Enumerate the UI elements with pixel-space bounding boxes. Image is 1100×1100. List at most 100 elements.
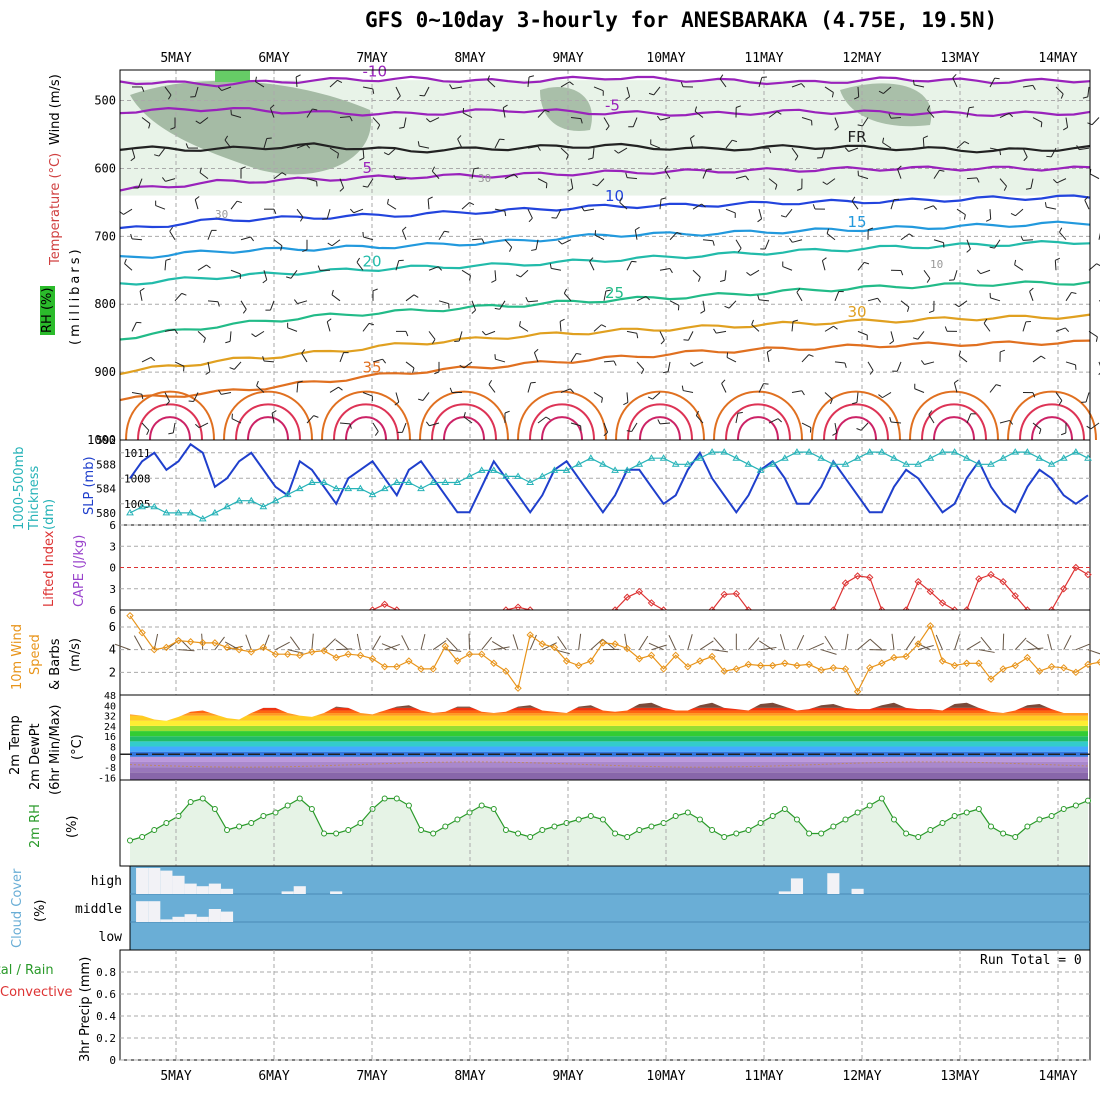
cloud-bar-high: [172, 875, 185, 894]
wind-barb: [297, 300, 308, 305]
wind-barb: [362, 185, 368, 188]
rh-point: [1036, 816, 1043, 823]
wind-barb: [956, 141, 965, 149]
wind-barb: [939, 169, 945, 172]
wind-barb: [584, 208, 595, 212]
wind-barb: [857, 86, 860, 97]
wind-barb: [660, 197, 667, 200]
wind-barb: [580, 118, 583, 124]
rh-point: [757, 820, 764, 826]
wind-barb: [659, 199, 662, 210]
wind-barb: [519, 321, 521, 327]
wind-barb: [1032, 85, 1036, 90]
rh-point: [696, 816, 703, 823]
rh-point: [939, 820, 946, 826]
wind-barb: [923, 205, 934, 210]
cloud-bar-high: [281, 891, 294, 894]
rh-point: [951, 813, 958, 819]
wind-barb: [255, 330, 265, 338]
wind-barb: [240, 236, 251, 241]
thickness-point: [683, 460, 692, 467]
rh-point: [636, 827, 643, 833]
wind-barb: [656, 115, 661, 121]
wind-barb: [372, 117, 381, 126]
wind-barb: [174, 293, 183, 302]
wind-barb: [326, 321, 331, 332]
wind-barb: [131, 391, 142, 395]
wind-barb: [426, 118, 431, 123]
wind-barb: [240, 166, 246, 170]
wind-barb: [1032, 422, 1042, 430]
wind-barb: [471, 238, 483, 241]
wind-barb: [768, 111, 778, 118]
wind-barb: [626, 86, 631, 97]
wind-barb: [831, 92, 834, 98]
wind-barb: [1058, 400, 1063, 406]
wind-barb: [473, 167, 479, 170]
thickness-point: [987, 460, 995, 467]
wind-barb: [834, 422, 838, 433]
thickness-tick-label: 584: [96, 483, 116, 496]
wind-barb: [757, 294, 760, 300]
wind-speed-point: [247, 648, 255, 656]
wind-barb: [593, 392, 603, 399]
wind-barb: [1023, 156, 1028, 162]
wind-barb: [296, 208, 304, 218]
wind-barb: [374, 431, 379, 436]
precip-panel-frame: [119, 949, 1091, 1061]
rh-point: [405, 802, 412, 809]
wind-barb: [363, 236, 374, 241]
wind-barb: [164, 392, 170, 402]
thickness-point: [502, 472, 510, 479]
wind-barb: [822, 257, 827, 262]
wind-barb: [953, 270, 958, 280]
wind-barb: [556, 208, 562, 219]
wind-barb: [197, 331, 206, 339]
wind-barb: [418, 398, 424, 401]
wind-barb: [751, 319, 755, 325]
wind-barb: [603, 290, 607, 301]
wind-barb: [387, 203, 397, 210]
wind-barb: [229, 331, 232, 342]
wind-barb-10m: [648, 642, 664, 651]
wind-barb: [933, 205, 938, 210]
wind-barb: [900, 270, 904, 276]
wind-barb: [165, 401, 170, 406]
thickness-point: [696, 454, 704, 461]
wind-barb: [636, 361, 645, 370]
wind-speed-point: [538, 640, 547, 648]
wind-barb: [146, 430, 150, 436]
wind-barb: [785, 208, 793, 218]
thickness-axis-label: 1000-500mb Thickness (dm): [12, 446, 57, 530]
wind-barb: [262, 356, 265, 362]
wind-barb: [669, 268, 673, 274]
rh-point: [648, 823, 655, 830]
wind-barb: [888, 113, 892, 119]
wind-barb: [164, 328, 175, 332]
wind-barb-10m: [557, 636, 567, 650]
wind-barb: [545, 416, 551, 421]
isotherm-lobe: [345, 416, 387, 441]
wind-barb: [801, 83, 806, 88]
wind-barb: [396, 95, 401, 100]
wind-barb: [791, 83, 802, 88]
rh-point: [224, 827, 231, 833]
isotherm-line: [119, 165, 1091, 192]
rh-point: [806, 830, 813, 837]
wind-speed-point: [550, 643, 559, 652]
wind-barb: [1025, 187, 1032, 190]
isotherm-lobe: [639, 416, 681, 441]
isotherm-lobe: [333, 403, 399, 441]
rh-point: [199, 795, 206, 802]
wind-barb: [751, 324, 760, 332]
wind-barb: [205, 371, 211, 375]
wind-barb-10m: [178, 649, 195, 652]
wind-barb: [262, 279, 268, 284]
wind-barb: [349, 116, 353, 122]
wind-barb: [900, 300, 910, 308]
wind-barb: [834, 361, 845, 364]
thickness-point: [902, 460, 910, 467]
wind-barb: [569, 81, 574, 86]
rh-point: [854, 809, 861, 816]
rh-area: [130, 798, 1088, 866]
